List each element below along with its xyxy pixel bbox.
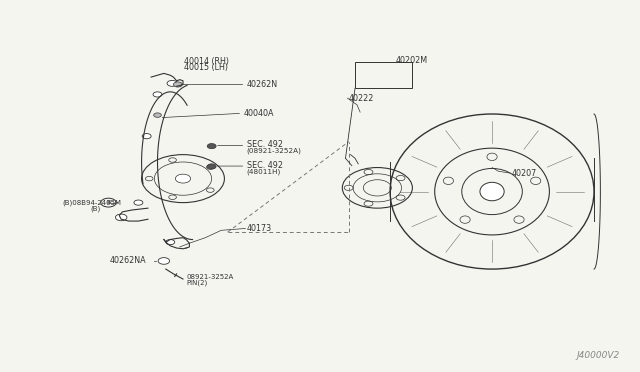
Text: (B)08B94-2405M: (B)08B94-2405M: [62, 199, 121, 206]
Circle shape: [154, 113, 161, 117]
Text: 40222: 40222: [349, 94, 374, 103]
Text: (B): (B): [91, 206, 101, 212]
Text: 40262NA: 40262NA: [109, 256, 147, 266]
Circle shape: [142, 134, 151, 139]
Text: (48011H): (48011H): [246, 169, 281, 175]
Text: 40173: 40173: [246, 224, 272, 233]
Text: (08921-3252A): (08921-3252A): [246, 147, 301, 154]
Circle shape: [207, 164, 216, 169]
Circle shape: [173, 82, 182, 87]
Text: PIN(2): PIN(2): [186, 280, 207, 286]
Ellipse shape: [480, 182, 504, 201]
Text: 08921-3252A: 08921-3252A: [186, 274, 234, 280]
Text: B: B: [106, 200, 111, 205]
Circle shape: [134, 200, 143, 205]
Circle shape: [158, 258, 170, 264]
Text: 40014 (RH): 40014 (RH): [184, 57, 229, 66]
Circle shape: [153, 92, 162, 97]
Circle shape: [167, 80, 177, 86]
Text: J40000V2: J40000V2: [576, 350, 620, 359]
Circle shape: [175, 174, 191, 183]
Text: 40202M: 40202M: [395, 56, 428, 65]
Text: SEC. 492: SEC. 492: [246, 140, 283, 149]
Circle shape: [166, 240, 175, 245]
Circle shape: [207, 144, 216, 149]
Text: 40040A: 40040A: [244, 109, 274, 118]
Text: SEC. 492: SEC. 492: [246, 161, 283, 170]
Circle shape: [115, 214, 127, 221]
Text: 40262N: 40262N: [246, 80, 278, 89]
Text: 40207: 40207: [511, 169, 536, 177]
Text: 40015 (LH): 40015 (LH): [184, 63, 228, 72]
